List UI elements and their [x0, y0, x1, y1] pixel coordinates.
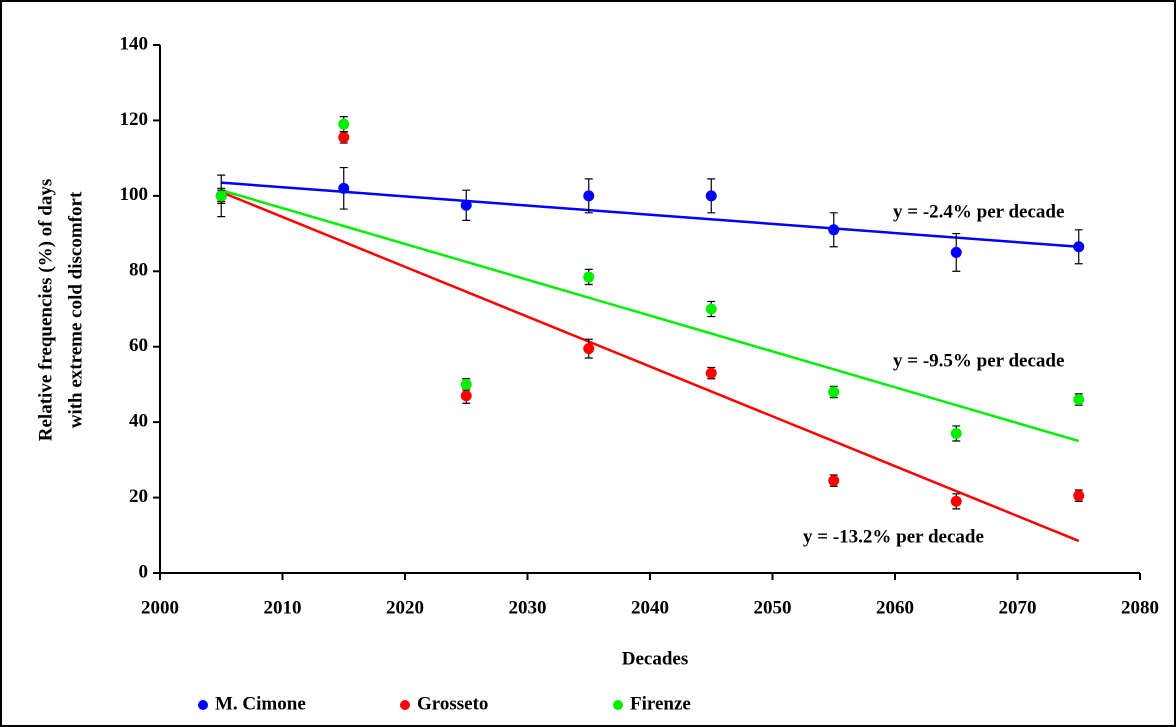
y-axis-label: with extreme cold discomfort — [65, 191, 86, 428]
x-tick-label: 2070 — [999, 597, 1037, 618]
point — [705, 367, 717, 379]
point — [460, 390, 472, 402]
x-tick-label: 2000 — [141, 597, 179, 618]
point — [338, 118, 350, 130]
point — [1073, 241, 1085, 253]
annotation: y = -9.5% per decade — [893, 350, 1064, 371]
legend-label: Firenze — [630, 693, 691, 714]
point — [1073, 394, 1085, 406]
point — [705, 303, 717, 315]
x-tick-label: 2030 — [509, 597, 547, 618]
point — [705, 190, 717, 202]
point — [950, 427, 962, 439]
point — [828, 224, 840, 236]
x-tick-label: 2040 — [631, 597, 669, 618]
point — [338, 131, 350, 143]
point — [950, 246, 962, 258]
x-tick-label: 2010 — [264, 597, 302, 618]
x-axis-label: Decades — [622, 648, 688, 669]
legend-marker — [613, 700, 623, 710]
point — [828, 386, 840, 398]
legend-marker — [400, 700, 410, 710]
point — [215, 190, 227, 202]
x-tick-label: 2080 — [1121, 597, 1159, 618]
x-tick-label: 2050 — [754, 597, 792, 618]
point — [828, 475, 840, 487]
annotation: y = -2.4% per decade — [893, 201, 1064, 222]
y-tick-label: 20 — [129, 486, 148, 507]
point — [460, 378, 472, 390]
trend-line — [220, 189, 1080, 443]
y-tick-label: 120 — [120, 109, 149, 130]
y-tick-label: 80 — [129, 260, 148, 281]
legend-label: Grosseto — [417, 693, 488, 714]
point — [1073, 490, 1085, 502]
y-tick-label: 140 — [120, 33, 149, 54]
legend-marker — [198, 700, 208, 710]
y-tick-label: 40 — [129, 411, 148, 432]
y-tick-label: 0 — [139, 561, 149, 582]
x-tick-label: 2020 — [386, 597, 424, 618]
point — [950, 495, 962, 507]
y-tick-label: 60 — [129, 335, 148, 356]
point — [583, 271, 595, 283]
y-tick-label: 100 — [120, 184, 149, 205]
point — [338, 182, 350, 194]
trend-line — [220, 190, 1080, 543]
trend-line — [221, 181, 1079, 249]
annotation: y = -13.2% per decade — [803, 526, 984, 547]
y-axis-label: Relative frequencies (%) of days — [35, 179, 56, 441]
point — [583, 190, 595, 202]
point — [460, 199, 472, 211]
legend-label: M. Cimone — [215, 693, 306, 714]
x-tick-label: 2060 — [876, 597, 914, 618]
point — [583, 343, 595, 355]
